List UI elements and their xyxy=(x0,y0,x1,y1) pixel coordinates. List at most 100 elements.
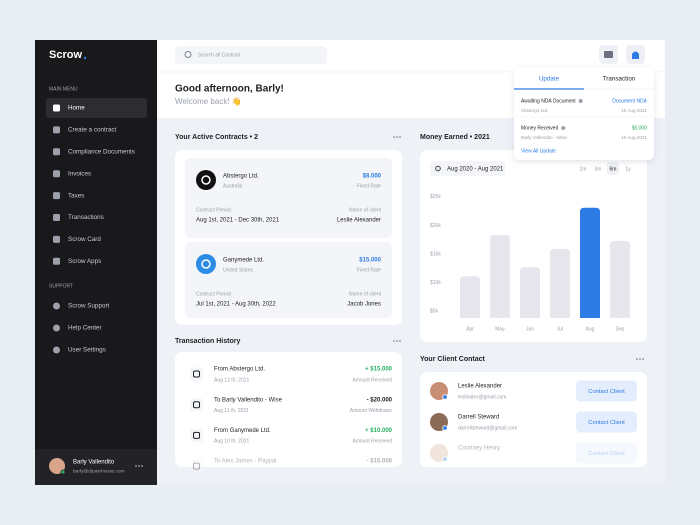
client-label: Name of client xyxy=(349,207,382,213)
x-tick-label: Jul xyxy=(557,326,563,332)
transaction-amount: - $15.000 xyxy=(367,459,393,465)
greeting: Good afternoon, Barly! xyxy=(175,84,284,95)
range-active xyxy=(607,162,619,175)
contact-button[interactable] xyxy=(576,442,637,464)
transaction-amount: + $10.000 xyxy=(365,428,393,434)
chart-title: Money Earned • 2021 xyxy=(420,134,490,141)
contact-badge xyxy=(442,425,448,431)
contact-button[interactable] xyxy=(576,380,637,402)
menu-item[interactable]: Home xyxy=(68,105,85,112)
menu-item[interactable]: Taxes xyxy=(68,192,84,199)
section-title: Your Active Contracts • 2 xyxy=(175,134,258,141)
period: Jul 1st, 2021 - Aug 30th, 2022 xyxy=(196,302,276,308)
transaction-date: Aug 11 th, 2021 xyxy=(214,408,249,414)
transaction-amount: + $15.000 xyxy=(365,367,393,373)
more-dot xyxy=(138,465,140,467)
transaction-name: To Barly Vallendito - Wise xyxy=(214,397,283,403)
contact-badge xyxy=(442,394,448,400)
bar xyxy=(610,240,630,318)
contact-email: lesliealex@gmail.com xyxy=(458,394,506,400)
range-option[interactable]: 3m xyxy=(595,166,602,172)
contact-name: Courtney Henry xyxy=(458,446,500,452)
subgreeting: Welcome back! 👋 xyxy=(175,97,242,106)
calendar-icon xyxy=(435,165,441,172)
more-dot xyxy=(399,136,401,138)
contact-button-label[interactable]: Contact Client xyxy=(588,451,625,457)
bar xyxy=(490,235,510,318)
popup-tab[interactable]: Update xyxy=(539,76,560,83)
y-tick-label: $10k xyxy=(430,280,441,286)
bar xyxy=(550,248,570,318)
menu-item[interactable]: Create a contract xyxy=(68,127,117,134)
menu-item[interactable]: Invoices xyxy=(68,170,91,177)
contact-row: Darrell Steward darrellsteward@gmail.com C… xyxy=(430,411,637,433)
x-tick-label: Sep xyxy=(616,326,625,332)
contract-rate: Fixed Rate xyxy=(357,183,381,189)
menu-icon xyxy=(53,192,60,200)
transaction-status: Amount Received xyxy=(353,377,393,383)
company-logo xyxy=(196,170,216,190)
menu-icon xyxy=(53,170,60,178)
popup-bg xyxy=(514,68,654,160)
popup-tab[interactable]: Transaction xyxy=(603,76,636,83)
transaction-glyph xyxy=(193,462,200,470)
more-dot xyxy=(393,340,395,342)
user-status xyxy=(60,469,66,475)
notification-date: 10 Aug 2021 xyxy=(621,135,647,140)
date-range[interactable] xyxy=(430,161,505,176)
search-placeholder: Search all Contract xyxy=(198,52,241,58)
more-dot xyxy=(393,136,395,138)
contact-button[interactable] xyxy=(576,411,637,433)
transaction-row: To Barly Vallendito - Wise Aug 11 th, 202… xyxy=(190,397,393,414)
notification-title: Money Received xyxy=(521,125,558,131)
range-option[interactable]: 6m xyxy=(610,166,617,172)
period: Aug 1st, 2021 - Dec 30th, 2021 xyxy=(196,218,280,224)
y-tick-label: $25k xyxy=(430,194,441,200)
contact-email: darrellsteward@gmail.com xyxy=(458,425,517,431)
notification-subtitle: Barly Vallendito - Wise xyxy=(521,135,567,140)
range-option[interactable]: 1y xyxy=(625,166,631,172)
client-name: Jacob Jones xyxy=(347,302,381,308)
menu-item[interactable]: Scrow Card xyxy=(68,236,101,243)
y-tick-label: $5k xyxy=(430,308,439,314)
bell-icon xyxy=(632,51,639,59)
company-logo xyxy=(196,254,216,274)
client-name: Leslie Alexander xyxy=(337,218,381,224)
menu-item[interactable]: Transactions xyxy=(68,214,104,221)
section-title: Your Client Contact xyxy=(420,356,485,363)
search-box[interactable] xyxy=(175,46,327,64)
notification-action[interactable]: Document NDA xyxy=(612,98,647,104)
transaction-glyph xyxy=(193,401,200,409)
menu-item[interactable]: User Settings xyxy=(68,347,106,354)
menu-item[interactable]: Compliance Documents xyxy=(68,148,135,155)
menu-item[interactable]: Scrow Support xyxy=(68,303,110,310)
contract-item[interactable] xyxy=(185,242,392,318)
bar xyxy=(520,267,540,318)
contract-amount: $8.000 xyxy=(363,174,382,180)
more-dot xyxy=(396,136,398,138)
notification-action[interactable]: $5.000 xyxy=(632,125,648,131)
brand-dot xyxy=(83,56,87,60)
transaction-amount: - $20.000 xyxy=(367,397,393,403)
menu-icon xyxy=(53,148,60,156)
company-logo-mark xyxy=(201,175,211,185)
info-icon xyxy=(561,126,566,130)
transaction-glyph xyxy=(193,431,200,439)
section-title: Transaction History xyxy=(175,338,240,345)
more-dot xyxy=(399,340,401,342)
menu-item[interactable]: Help Center xyxy=(68,325,102,332)
menu-icon xyxy=(53,235,60,243)
transaction-status: Amount Received xyxy=(353,439,393,445)
contact-button-label[interactable]: Contact Client xyxy=(588,389,625,395)
menu-item[interactable]: Scrow Apps xyxy=(68,258,101,265)
contact-avatar xyxy=(430,444,448,462)
view-all-link[interactable]: View All Update xyxy=(521,148,556,154)
user-email: barly@dipainhouse.com xyxy=(73,468,125,474)
menu-icon xyxy=(53,324,60,332)
transaction-icon xyxy=(190,459,203,473)
transaction-row: From Abstergo Ltd. Aug 12 th, 2021 + $15.0… xyxy=(190,367,393,383)
range-option[interactable]: 1m xyxy=(580,166,587,172)
notification-subtitle: Abstergo Ltd. xyxy=(521,108,548,113)
contact-button-label[interactable]: Contact Client xyxy=(588,420,625,426)
x-tick-label: Apr xyxy=(466,326,474,332)
